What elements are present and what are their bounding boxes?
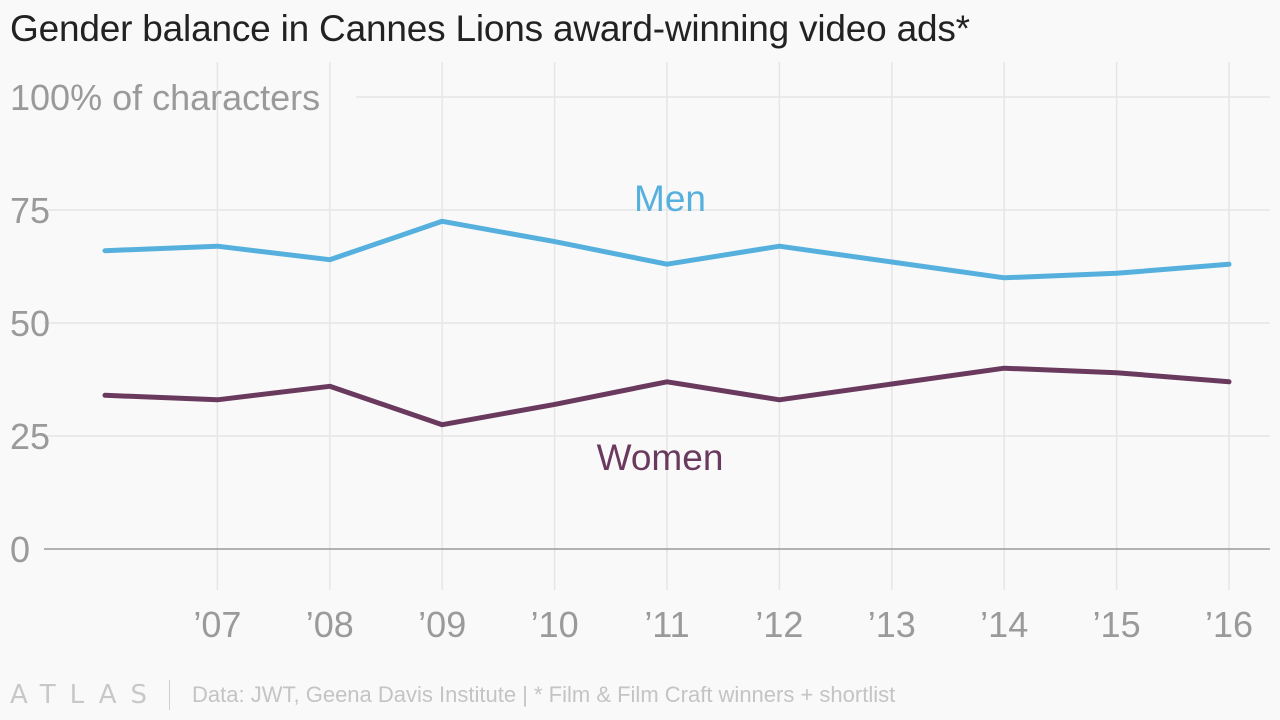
series-labels: Men Women [597, 178, 724, 478]
footer-divider [169, 680, 171, 710]
x-tick-labels: ’07 ’08 ’09 ’10 ’11 ’12 ’13 ’14 ’15 ’16 [193, 604, 1253, 645]
x-tick-label: ’10 [531, 604, 579, 645]
y-tick-label: 0 [10, 529, 30, 570]
x-tick-label: ’12 [755, 604, 803, 645]
series-lines [102, 218, 1232, 428]
footer: ATLAS Data: JWT, Geena Davis Institute |… [10, 678, 895, 712]
series-line-women [102, 365, 1232, 428]
y-tick-label: 50 [10, 303, 50, 344]
y-tick-label: 75 [10, 190, 50, 231]
x-tick-label: ’08 [306, 604, 354, 645]
x-tick-label: ’14 [980, 604, 1028, 645]
source-note: Data: JWT, Geena Davis Institute | * Fil… [192, 682, 896, 707]
series-label-men: Men [634, 178, 706, 219]
chart-title: Gender balance in Cannes Lions award-win… [10, 8, 970, 49]
x-tick-label: ’07 [193, 604, 241, 645]
y-tick-labels: 0 25 50 75 100% of characters [10, 77, 320, 570]
x-tick-label: ’15 [1093, 604, 1141, 645]
vertical-gridlines [216, 62, 1230, 590]
x-tick-label: ’16 [1205, 604, 1253, 645]
series-line-men [102, 218, 1232, 281]
y-tick-label: 100% of characters [10, 77, 320, 118]
atlas-logo: ATLAS [10, 680, 162, 710]
horizontal-gridlines [44, 96, 1270, 550]
x-tick-label: ’13 [868, 604, 916, 645]
series-label-women: Women [597, 437, 724, 478]
x-tick-label: ’11 [644, 604, 689, 645]
x-tick-label: ’09 [418, 604, 466, 645]
y-tick-label: 25 [10, 416, 50, 457]
